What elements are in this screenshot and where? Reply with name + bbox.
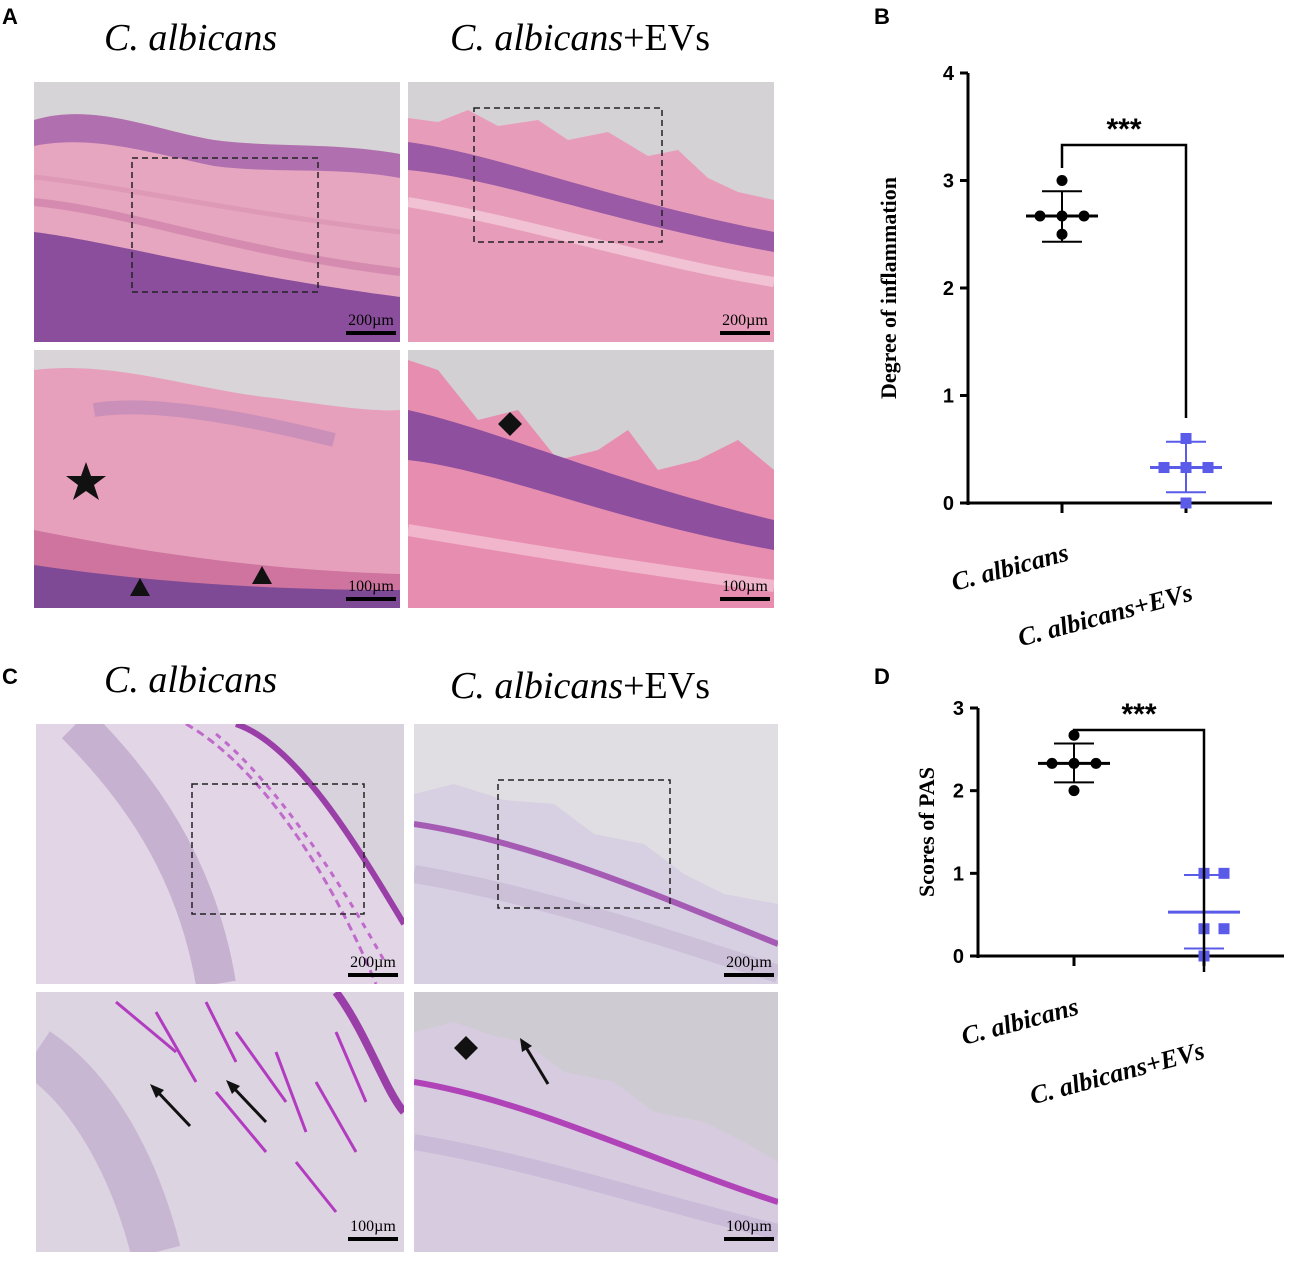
he-micrograph-calbicans-200um	[34, 82, 400, 342]
pas-micrograph-calbicans-100um	[36, 992, 404, 1252]
pas-micrograph-evs-100um	[414, 992, 778, 1252]
title-rest: +EVs	[623, 665, 710, 707]
panel-letter-a: A	[2, 4, 18, 29]
scalebar-label: 100µm	[348, 578, 394, 595]
data-point	[1090, 757, 1102, 769]
data-point	[1202, 462, 1214, 474]
data-point	[1218, 923, 1230, 935]
arrow-marker-icon	[226, 1080, 268, 1124]
scalebar-label: 200µm	[350, 954, 396, 971]
scalebar-label: 100µm	[726, 1218, 772, 1235]
data-point	[1068, 757, 1080, 769]
scalebar-label: 200µm	[722, 312, 768, 329]
panel-letter-b: B	[874, 4, 890, 29]
title-italic: C. albicans	[450, 17, 624, 59]
scalebar-100um: 100µm	[346, 578, 396, 601]
star-marker-icon	[66, 462, 106, 500]
panel-c-title-right: C. albicans+EVs	[450, 664, 710, 708]
scalebar-200um: 200µm	[348, 954, 398, 977]
scalebar-label: 200µm	[726, 954, 772, 971]
x-tick-label: C. albicans+EVs	[1015, 578, 1196, 652]
scalebar-200um: 200µm	[720, 312, 770, 335]
y-tick-label: 1	[943, 386, 954, 408]
data-point	[1056, 175, 1068, 186]
scalebar-200um: 200µm	[346, 312, 396, 335]
data-point	[1218, 867, 1230, 879]
title-rest: +EVs	[623, 17, 710, 59]
scalebar-label: 200µm	[348, 312, 394, 329]
diamond-marker-icon	[454, 1036, 478, 1060]
panel-a-title-left: C. albicans	[104, 16, 277, 60]
data-point	[1078, 210, 1090, 222]
data-point	[1056, 210, 1068, 222]
title-italic: C. albicans	[450, 665, 624, 707]
panel-c-title-left: C. albicans	[104, 658, 277, 702]
he-micrograph-calbicans-100um	[34, 350, 400, 608]
scalebar-100um: 100µm	[724, 1218, 774, 1241]
he-micrograph-evs-200um	[408, 82, 774, 342]
significance-label: ***	[1106, 113, 1141, 146]
diamond-marker-icon	[498, 412, 522, 436]
panel-letter-d: D	[874, 664, 890, 689]
data-point	[1180, 497, 1192, 509]
x-tick-label: C. albicans	[948, 538, 1071, 597]
title-italic: C. albicans	[104, 17, 278, 59]
significance-bracket	[1060, 143, 1188, 418]
data-point	[1158, 462, 1170, 474]
arrow-marker-icon	[520, 1038, 550, 1085]
arrowhead-marker-icon	[252, 566, 272, 584]
data-point	[1068, 785, 1080, 797]
x-tick-label: C. albicans+EVs	[1027, 1036, 1208, 1110]
pas-micrograph-calbicans-200um	[36, 724, 404, 984]
scalebar-200um: 200µm	[724, 954, 774, 977]
x-tick-label: C. albicans	[958, 992, 1081, 1051]
arrowhead-marker-icon	[130, 578, 150, 596]
data-point	[1180, 462, 1192, 474]
data-point	[1034, 210, 1046, 222]
y-axis-label: Scores of PAS	[914, 767, 939, 897]
scalebar-label: 100µm	[722, 578, 768, 595]
y-tick-label: 1	[953, 863, 964, 885]
y-tick-label: 0	[953, 946, 964, 968]
scalebar-100um: 100µm	[720, 578, 770, 601]
scalebar-label: 100µm	[350, 1218, 396, 1235]
panel-a-title-right: C. albicans+EVs	[450, 16, 710, 60]
y-tick-label: 2	[943, 278, 954, 300]
significance-bracket	[1072, 728, 1206, 972]
arrow-marker-icon	[150, 1084, 192, 1128]
pas-micrograph-evs-200um	[414, 724, 778, 984]
significance-label: ***	[1121, 698, 1156, 731]
panel-letter-c: C	[2, 664, 18, 689]
data-point	[1180, 433, 1192, 444]
y-tick-label: 3	[943, 171, 954, 193]
he-micrograph-evs-100um	[408, 350, 774, 608]
data-point	[1046, 757, 1058, 769]
y-tick-label: 3	[953, 698, 964, 720]
y-axis-label: Degree of inflammation	[876, 177, 901, 399]
title-italic: C. albicans	[104, 659, 278, 701]
y-tick-label: 4	[943, 63, 955, 85]
scalebar-100um: 100µm	[348, 1218, 398, 1241]
y-tick-label: 2	[953, 781, 964, 803]
data-point	[1056, 228, 1068, 240]
y-tick-label: 0	[943, 493, 954, 515]
